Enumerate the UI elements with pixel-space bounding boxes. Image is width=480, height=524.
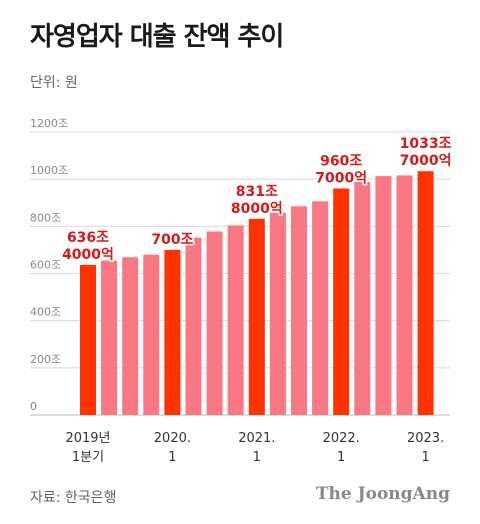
y-tick-label: 1000조 — [30, 164, 68, 177]
bar — [206, 231, 223, 415]
x-tick-label: 1 — [253, 450, 261, 465]
x-tick-label: 2021. — [238, 431, 275, 446]
bar — [143, 254, 160, 415]
brand-logo: The JoongAng — [315, 484, 450, 504]
data-label: 1033조 — [400, 136, 452, 152]
x-tick-label: 2023. — [407, 431, 444, 446]
bar — [375, 176, 392, 415]
unit-label: 단위: 원 — [30, 75, 78, 91]
bar — [122, 257, 139, 415]
y-tick-label: 200조 — [30, 353, 61, 366]
data-label: 960조 — [320, 153, 362, 169]
data-label: 7000억 — [400, 153, 452, 169]
x-tick-label: 2022. — [323, 431, 360, 446]
bar — [291, 206, 307, 415]
data-label: 636조 — [67, 230, 109, 246]
bar — [227, 225, 244, 415]
y-tick-label: 400조 — [30, 306, 61, 319]
y-tick-label: 600조 — [30, 259, 61, 272]
bars — [80, 171, 434, 415]
bar-highlighted — [80, 264, 96, 415]
bar — [396, 175, 413, 415]
x-tick-label: 1 — [421, 450, 429, 465]
y-tick-label: 1200조 — [30, 117, 68, 130]
bar — [185, 237, 202, 415]
x-tick-label: 2020. — [154, 431, 191, 446]
x-axis-labels: 2019년 1분기 2020. 1 2021. 1 2022. 1 2023. 1 — [65, 431, 444, 465]
x-tick-label: 1 — [168, 450, 176, 465]
bar-highlighted — [248, 218, 265, 415]
y-tick-label: 800조 — [30, 211, 61, 224]
x-tick-label: 1 — [337, 450, 345, 465]
bar — [354, 181, 371, 415]
bar-highlighted — [333, 188, 350, 415]
y-tick-label: 0 — [30, 400, 37, 413]
x-tick-label: 1분기 — [72, 450, 104, 465]
bar — [101, 260, 118, 415]
data-label: 4000억 — [62, 247, 114, 263]
data-label: 700조 — [151, 232, 193, 248]
x-tick-label: 2019년 — [65, 431, 110, 446]
bar-highlighted — [164, 249, 181, 415]
data-label: 8000억 — [231, 201, 283, 217]
bar — [269, 212, 286, 415]
data-label: 831조 — [236, 184, 278, 200]
bar-highlighted — [417, 171, 434, 415]
page-title: 자영업자 대출 잔액 추이 — [30, 22, 284, 52]
source-note: 자료: 한국은행 — [30, 490, 117, 506]
data-label: 7000억 — [315, 170, 367, 186]
data-labels: 636조4000억700조831조8000억960조7000억1033조7000… — [61, 135, 454, 265]
bar — [312, 201, 329, 415]
